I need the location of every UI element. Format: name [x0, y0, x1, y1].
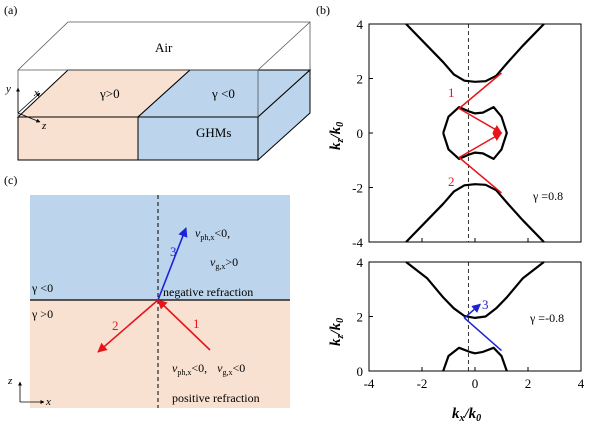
panel-b: (b) 420-2-4 γ =0.8 1 2 420-4 -2 0 2 4 γ =-0.… — [316, 3, 585, 424]
panel-a: (a) Air γ>0 γ <0 GHMs y x z — [4, 3, 312, 162]
plot-top: 4 2 0 -2 -4 γ =0.8 1 2 — [352, 17, 582, 250]
ray-1-incident — [157, 299, 211, 351]
axis-y-label: y — [5, 83, 11, 95]
region-left-front — [17, 116, 139, 161]
ray-1-label: 1 — [193, 316, 200, 331]
gamma-top-label: γ <0 — [31, 281, 53, 295]
region-gamma-negative — [30, 195, 290, 300]
x-tick-label: -2 — [417, 376, 428, 391]
x-tick-label: 2 — [525, 376, 532, 391]
gamma-top-annotation: γ =0.8 — [532, 189, 563, 203]
xlabel: kx/k0 — [452, 406, 481, 424]
axis-x-arrow — [17, 92, 41, 114]
panel-c-label: (c) — [4, 173, 17, 187]
x-tick-label: -4 — [364, 376, 375, 391]
plot-top-frame — [368, 23, 582, 243]
y-tick-label: 2 — [357, 72, 364, 87]
ray-1-label-b: 1 — [448, 85, 455, 100]
axis-x-label-c: x — [45, 396, 51, 408]
panel-c: (c) 1 2 3 γ <0 γ >0 vph,x<0, vg,x>0 nega… — [4, 173, 290, 408]
dispersion-curve — [405, 23, 545, 83]
plot-bottom-curves — [405, 261, 545, 372]
annotation-group-velocity-top: vg,x>0 — [210, 255, 238, 271]
gamma-bottom-label: γ >0 — [31, 307, 53, 321]
dispersion-curve — [442, 346, 508, 372]
air-box-edge — [17, 21, 311, 117]
positive-refraction-label: positive refraction — [172, 391, 260, 405]
plot-top-ticks: 4 2 0 -2 -4 — [352, 17, 582, 250]
wavevector-ray — [458, 72, 503, 134]
y-tick-label: 4 — [357, 17, 364, 32]
y-tick-label: -4 — [352, 235, 363, 250]
x-tick-label: 0 — [472, 376, 479, 391]
axis-x-label: x — [33, 87, 39, 99]
y-tick-label: -2 — [352, 181, 363, 196]
wavevector-ray — [463, 303, 502, 352]
ray-3-label-b: 3 — [482, 297, 489, 312]
dispersion-curve — [442, 105, 508, 160]
region-right-side — [257, 68, 311, 162]
air-box-right-top — [257, 21, 311, 71]
axis-z-label-c: z — [7, 375, 13, 387]
region-gamma-positive — [30, 300, 290, 408]
axis-z-label: z — [41, 120, 47, 132]
ray-2-reflected — [97, 299, 159, 353]
region-right-label: γ <0 — [211, 86, 235, 101]
x-tick-label: 4 — [578, 376, 585, 391]
plot-bottom-ticks: 420-4 -2 0 2 4 — [357, 255, 585, 391]
air-label: Air — [155, 40, 173, 55]
y-tick-label: 0 — [357, 364, 364, 379]
ray-2-label: 2 — [112, 318, 119, 333]
ray-3-refracted — [157, 227, 188, 301]
plot-top-curves — [405, 23, 545, 243]
plot-bottom: 420-4 -2 0 2 4 γ =-0.8 3 — [357, 255, 585, 391]
ylabel-top: kz/k0 — [328, 122, 346, 150]
axis-z-arrow — [17, 112, 41, 123]
material-label: GHMs — [196, 125, 231, 140]
ylabel-bottom: kz/k0 — [328, 318, 346, 346]
annotation-phase-velocity-top: vph,x<0, — [195, 226, 230, 242]
panel-a-label: (a) — [4, 3, 17, 17]
region-left-label: γ>0 — [99, 86, 120, 101]
gamma-bottom-annotation: γ =-0.8 — [529, 311, 564, 325]
ray-3-label: 3 — [170, 244, 177, 259]
panel-b-label: (b) — [316, 3, 330, 17]
y-tick-label: 4 — [357, 255, 364, 270]
y-tick-label: 0 — [357, 126, 364, 141]
ray-2-label-b: 2 — [448, 174, 455, 189]
dispersion-curve — [405, 261, 545, 319]
region-right-front — [137, 116, 259, 161]
negative-refraction-label: negative refraction — [163, 285, 253, 299]
wavevector-ray — [458, 132, 503, 194]
dispersion-curve — [405, 183, 545, 243]
annotation-velocities-bottom: vph,x<0, vg,x<0 — [172, 361, 245, 377]
y-tick-label: 2 — [357, 310, 364, 325]
